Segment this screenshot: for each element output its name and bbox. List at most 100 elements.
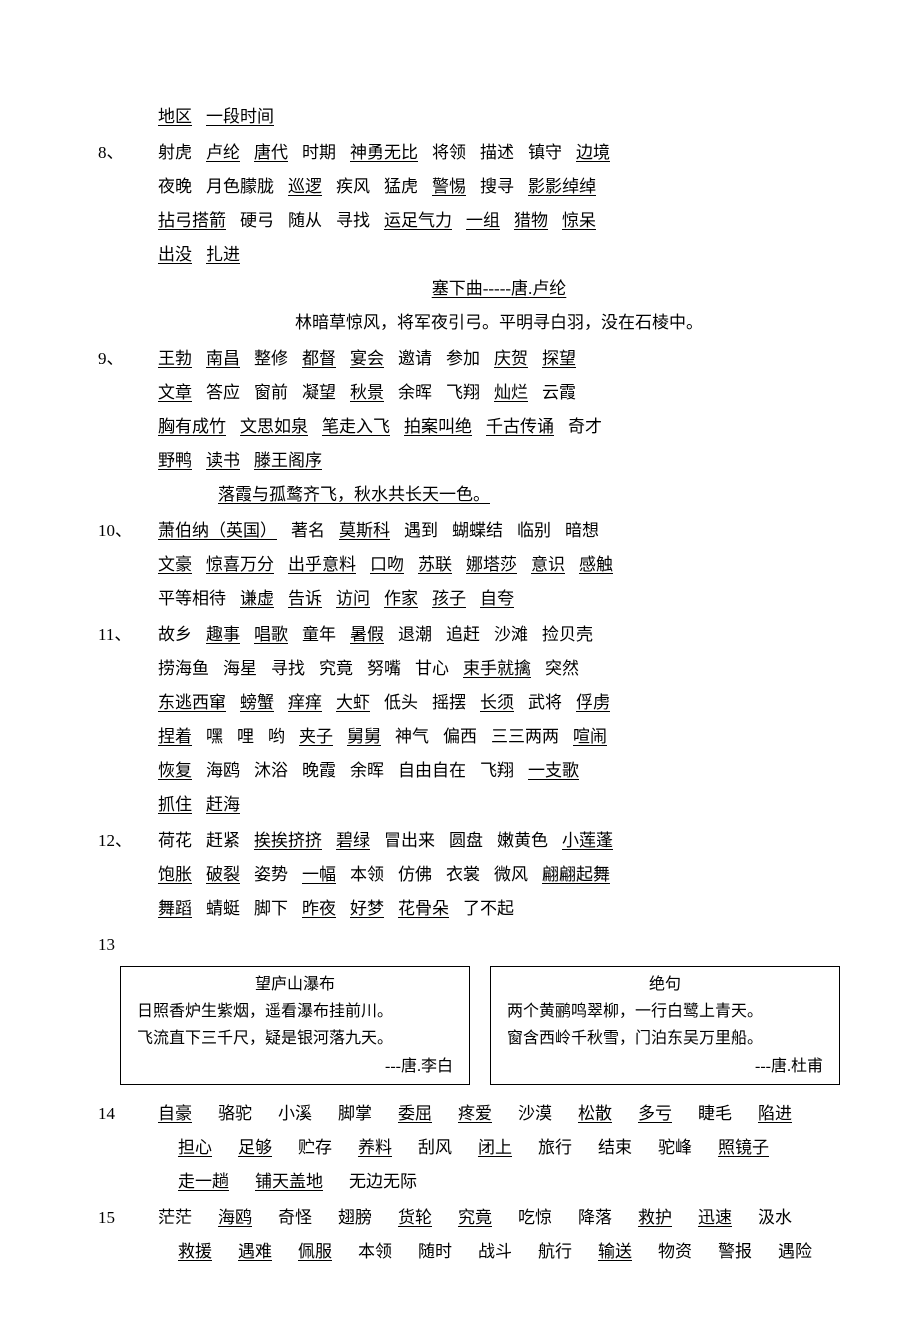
- word: 究竟: [458, 1201, 492, 1235]
- word: 担心: [178, 1131, 212, 1165]
- word: 螃蟹: [240, 686, 274, 720]
- word: 驼峰: [658, 1131, 692, 1165]
- word: 脚下: [254, 892, 288, 926]
- word: 长须: [480, 686, 514, 720]
- content: 茫茫海鸥奇怪翅膀货轮究竟吃惊降落救护迅速汲水救援遇难佩服本领随时战斗航行输送物资…: [158, 1201, 840, 1269]
- word: 余晖: [398, 376, 432, 410]
- word: 滕王阁序: [254, 444, 322, 478]
- word: 都督: [302, 342, 336, 376]
- word: 庆贺: [494, 342, 528, 376]
- word: 陷进: [758, 1097, 792, 1131]
- list-item: 10、萧伯纳（英国）著名莫斯科遇到蝴蝶结临别暗想文豪惊喜万分出乎意料口吻苏联娜塔…: [80, 514, 840, 616]
- word: 哟: [268, 720, 285, 754]
- list-item: 11、故乡趣事唱歌童年暑假退潮追赶沙滩捡贝壳捞海鱼海星寻找究竟努嘴甘心束手就擒突…: [80, 618, 840, 822]
- word: 告诉: [288, 582, 322, 616]
- word: 恢复: [158, 754, 192, 788]
- word: 边境: [576, 136, 610, 170]
- word: 唱歌: [254, 618, 288, 652]
- content: 自豪骆驼小溪脚掌委屈疼爱沙漠松散多亏睫毛陷进担心足够贮存养料刮风闭上旅行结束驼峰…: [158, 1097, 840, 1199]
- poem-line: 日照香炉生紫烟，遥看瀑布挂前川。: [137, 998, 453, 1025]
- word: 无边无际: [349, 1165, 417, 1199]
- word: 疾风: [336, 170, 370, 204]
- word: 冒出来: [384, 824, 435, 858]
- word: 本领: [358, 1235, 392, 1269]
- poem-box-left: 望庐山瀑布 日照香炉生紫烟，遥看瀑布挂前川。 飞流直下三千尺，疑是银河落九天。 …: [120, 966, 470, 1085]
- word: 猎物: [514, 204, 548, 238]
- word-line: 饱胀破裂姿势一幅本领仿佛衣裳微风翩翩起舞: [158, 858, 840, 892]
- poem-line: 窗含西岭千秋雪，门泊东吴万里船。: [507, 1025, 823, 1052]
- word-line: 地区一段时间: [158, 100, 840, 134]
- word: 挨挨挤挤: [254, 824, 322, 858]
- item-number: 11、: [80, 618, 158, 652]
- word: 海鸥: [206, 754, 240, 788]
- word-line: 救援遇难佩服本领随时战斗航行输送物资警报遇险: [158, 1235, 840, 1269]
- word: 好梦: [350, 892, 384, 926]
- poem-title: 望庐山瀑布: [137, 971, 453, 998]
- item-number: 15: [80, 1201, 158, 1235]
- word: 窗前: [254, 376, 288, 410]
- word: 碧绿: [336, 824, 370, 858]
- word: 蜻蜓: [206, 892, 240, 926]
- word: 货轮: [398, 1201, 432, 1235]
- word: 遇难: [238, 1235, 272, 1269]
- word: 救援: [178, 1235, 212, 1269]
- word: 著名: [291, 514, 325, 548]
- word: 输送: [598, 1235, 632, 1269]
- word: 退潮: [398, 618, 432, 652]
- word: 刮风: [418, 1131, 452, 1165]
- word: 蝴蝶结: [452, 514, 503, 548]
- content: 射虎卢纶唐代时期神勇无比将领描述镇守边境夜晚月色朦胧巡逻疾风猛虎警惕搜寻影影绰绰…: [158, 136, 840, 340]
- word: 东逃西窜: [158, 686, 226, 720]
- word: 航行: [538, 1235, 572, 1269]
- word: 赶海: [206, 788, 240, 822]
- word: 足够: [238, 1131, 272, 1165]
- word: 影影绰绰: [528, 170, 596, 204]
- word: 圆盘: [449, 824, 483, 858]
- word: 扎进: [206, 238, 240, 272]
- word: 意识: [531, 548, 565, 582]
- word: 小莲蓬: [562, 824, 613, 858]
- word-line: 野鸭读书滕王阁序: [158, 444, 840, 478]
- word: 笔走入飞: [322, 410, 390, 444]
- word-line: 故乡趣事唱歌童年暑假退潮追赶沙滩捡贝壳: [158, 618, 840, 652]
- items-container: 8、射虎卢纶唐代时期神勇无比将领描述镇守边境夜晚月色朦胧巡逻疾风猛虎警惕搜寻影影…: [80, 136, 840, 926]
- word: 吃惊: [518, 1201, 552, 1235]
- word: 一组: [466, 204, 500, 238]
- word: 仿佛: [398, 858, 432, 892]
- word: 寻找: [336, 204, 370, 238]
- word: 口吻: [370, 548, 404, 582]
- item-number: 10、: [80, 514, 158, 548]
- word: 本领: [350, 858, 384, 892]
- word: 千古传诵: [486, 410, 554, 444]
- word: 遇险: [778, 1235, 812, 1269]
- word: 整修: [254, 342, 288, 376]
- content: 故乡趣事唱歌童年暑假退潮追赶沙滩捡贝壳捞海鱼海星寻找究竟努嘴甘心束手就擒突然东逃…: [158, 618, 840, 822]
- word-line: 担心足够贮存养料刮风闭上旅行结束驼峰照镜子: [158, 1131, 840, 1165]
- word: 汲水: [758, 1201, 792, 1235]
- word: 飞翔: [446, 376, 480, 410]
- word: 武将: [528, 686, 562, 720]
- word: 追赶: [446, 618, 480, 652]
- word-line: 王勃南昌整修都督宴会邀请参加庆贺探望: [158, 342, 840, 376]
- word: 养料: [358, 1131, 392, 1165]
- item-14: 14 自豪骆驼小溪脚掌委屈疼爱沙漠松散多亏睫毛陷进担心足够贮存养料刮风闭上旅行结…: [80, 1097, 840, 1199]
- content: 王勃南昌整修都督宴会邀请参加庆贺探望文章答应窗前凝望秋景余晖飞翔灿烂云霞胸有成竹…: [158, 342, 840, 512]
- word: 地区: [158, 100, 192, 134]
- word: 姿势: [254, 858, 288, 892]
- word-line: 射虎卢纶唐代时期神勇无比将领描述镇守边境: [158, 136, 840, 170]
- word: 感触: [579, 548, 613, 582]
- word: 拍案叫绝: [404, 410, 472, 444]
- word: 谦虚: [240, 582, 274, 616]
- word: 沙滩: [494, 618, 528, 652]
- word: 作家: [384, 582, 418, 616]
- poem-line: 飞流直下三千尺，疑是银河落九天。: [137, 1025, 453, 1052]
- word: 三三两两: [491, 720, 559, 754]
- word: 一段时间: [206, 100, 274, 134]
- poem-line: 两个黄鹂鸣翠柳，一行白鹭上青天。: [507, 998, 823, 1025]
- word-line: 平等相待谦虚告诉访问作家孩子自夸: [158, 582, 840, 616]
- poem-line: 林暗草惊风，将军夜引弓。平明寻白羽，没在石棱中。: [158, 306, 840, 340]
- word: 凝望: [302, 376, 336, 410]
- word: 微风: [494, 858, 528, 892]
- word: 遇到: [404, 514, 438, 548]
- word-line: 荷花赶紧挨挨挤挤碧绿冒出来圆盘嫩黄色小莲蓬: [158, 824, 840, 858]
